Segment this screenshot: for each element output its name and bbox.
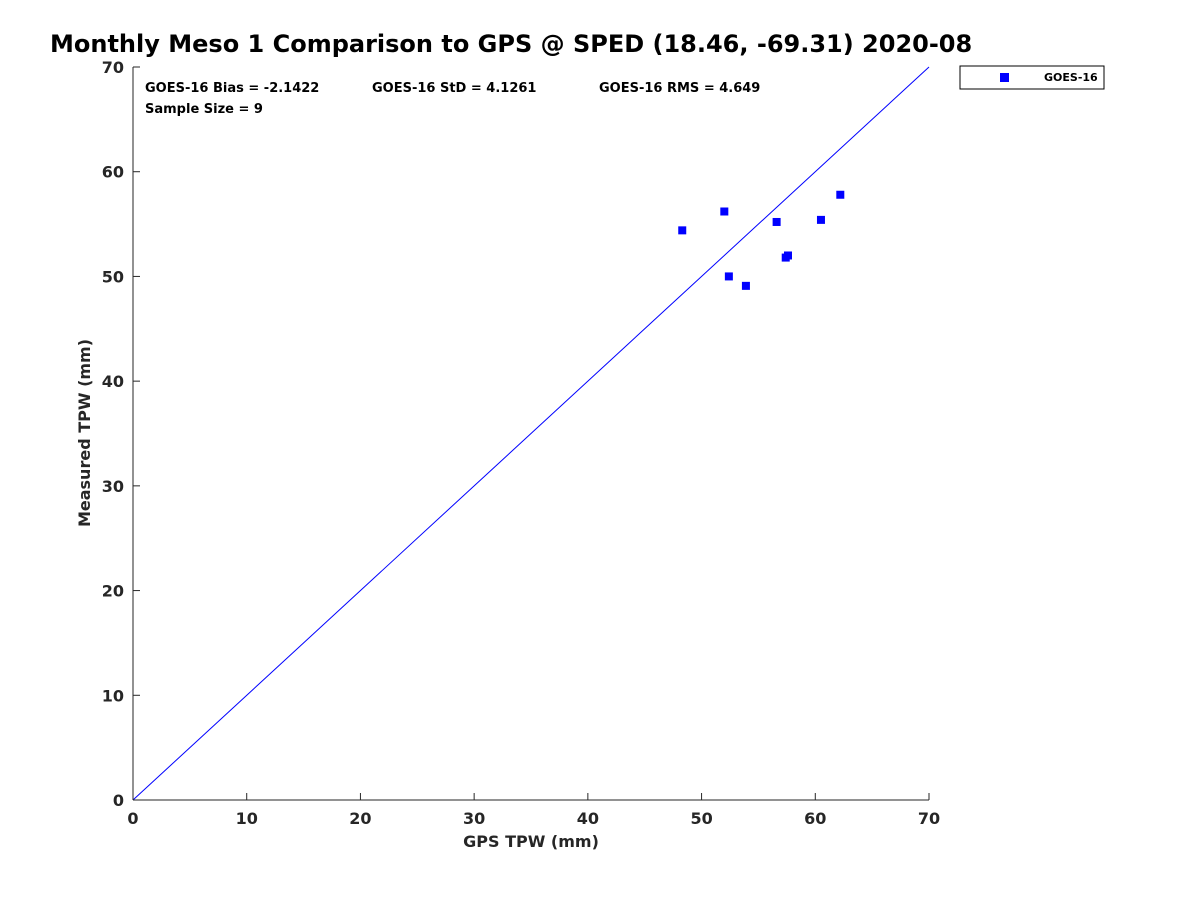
legend[interactable]: GOES-16: [959, 65, 1105, 90]
x-axis-label: GPS TPW (mm): [463, 832, 599, 851]
y-tick-label: 30: [102, 477, 124, 496]
x-tick-label: 60: [804, 809, 826, 828]
data-point: [772, 217, 781, 226]
legend-marker-goes16: [1000, 73, 1009, 82]
y-axis-label: Measured TPW (mm): [75, 339, 94, 527]
y-tick-label: 10: [102, 686, 124, 705]
data-point: [678, 226, 687, 235]
x-tick-label: 20: [349, 809, 371, 828]
data-point: [720, 207, 729, 216]
chart-title: Monthly Meso 1 Comparison to GPS @ SPED …: [50, 30, 973, 58]
one-to-one-line: [132, 66, 930, 801]
rms-annotation: GOES-16 RMS = 4.649: [599, 81, 760, 96]
axes-frame: [132, 67, 929, 801]
bias-annotation: GOES-16 Bias = -2.1422: [145, 81, 319, 96]
legend-box: [959, 65, 1105, 90]
x-tick-label: 10: [236, 809, 258, 828]
sample-size-annotation: Sample Size = 9: [145, 102, 263, 117]
std-annotation: GOES-16 StD = 4.1261: [372, 81, 536, 96]
y-tick-label: 40: [102, 372, 124, 391]
data-point: [783, 251, 792, 260]
x-tick-label: 30: [463, 809, 485, 828]
x-tick-label: 70: [918, 809, 940, 828]
y-tick-label: 50: [102, 267, 124, 286]
y-tick-label: 20: [102, 582, 124, 601]
data-point: [816, 215, 825, 224]
x-tick-label: 40: [577, 809, 599, 828]
x-tick-label: 0: [127, 809, 138, 828]
y-tick-label: 60: [102, 163, 124, 182]
reference-line-layer: [132, 66, 930, 801]
x-tick-label: 50: [690, 809, 712, 828]
y-tick-label: 70: [102, 58, 124, 77]
legend-label-goes16: GOES-16: [1044, 71, 1098, 84]
y-tick-label: 0: [113, 791, 124, 810]
data-point: [836, 190, 845, 199]
data-point: [724, 272, 733, 281]
axis-ticks: 0 10 20 30 40 50 60 70 0 10 20 30 40 50 60 70: [102, 58, 940, 828]
data-points: [678, 190, 845, 290]
data-point: [741, 281, 750, 290]
